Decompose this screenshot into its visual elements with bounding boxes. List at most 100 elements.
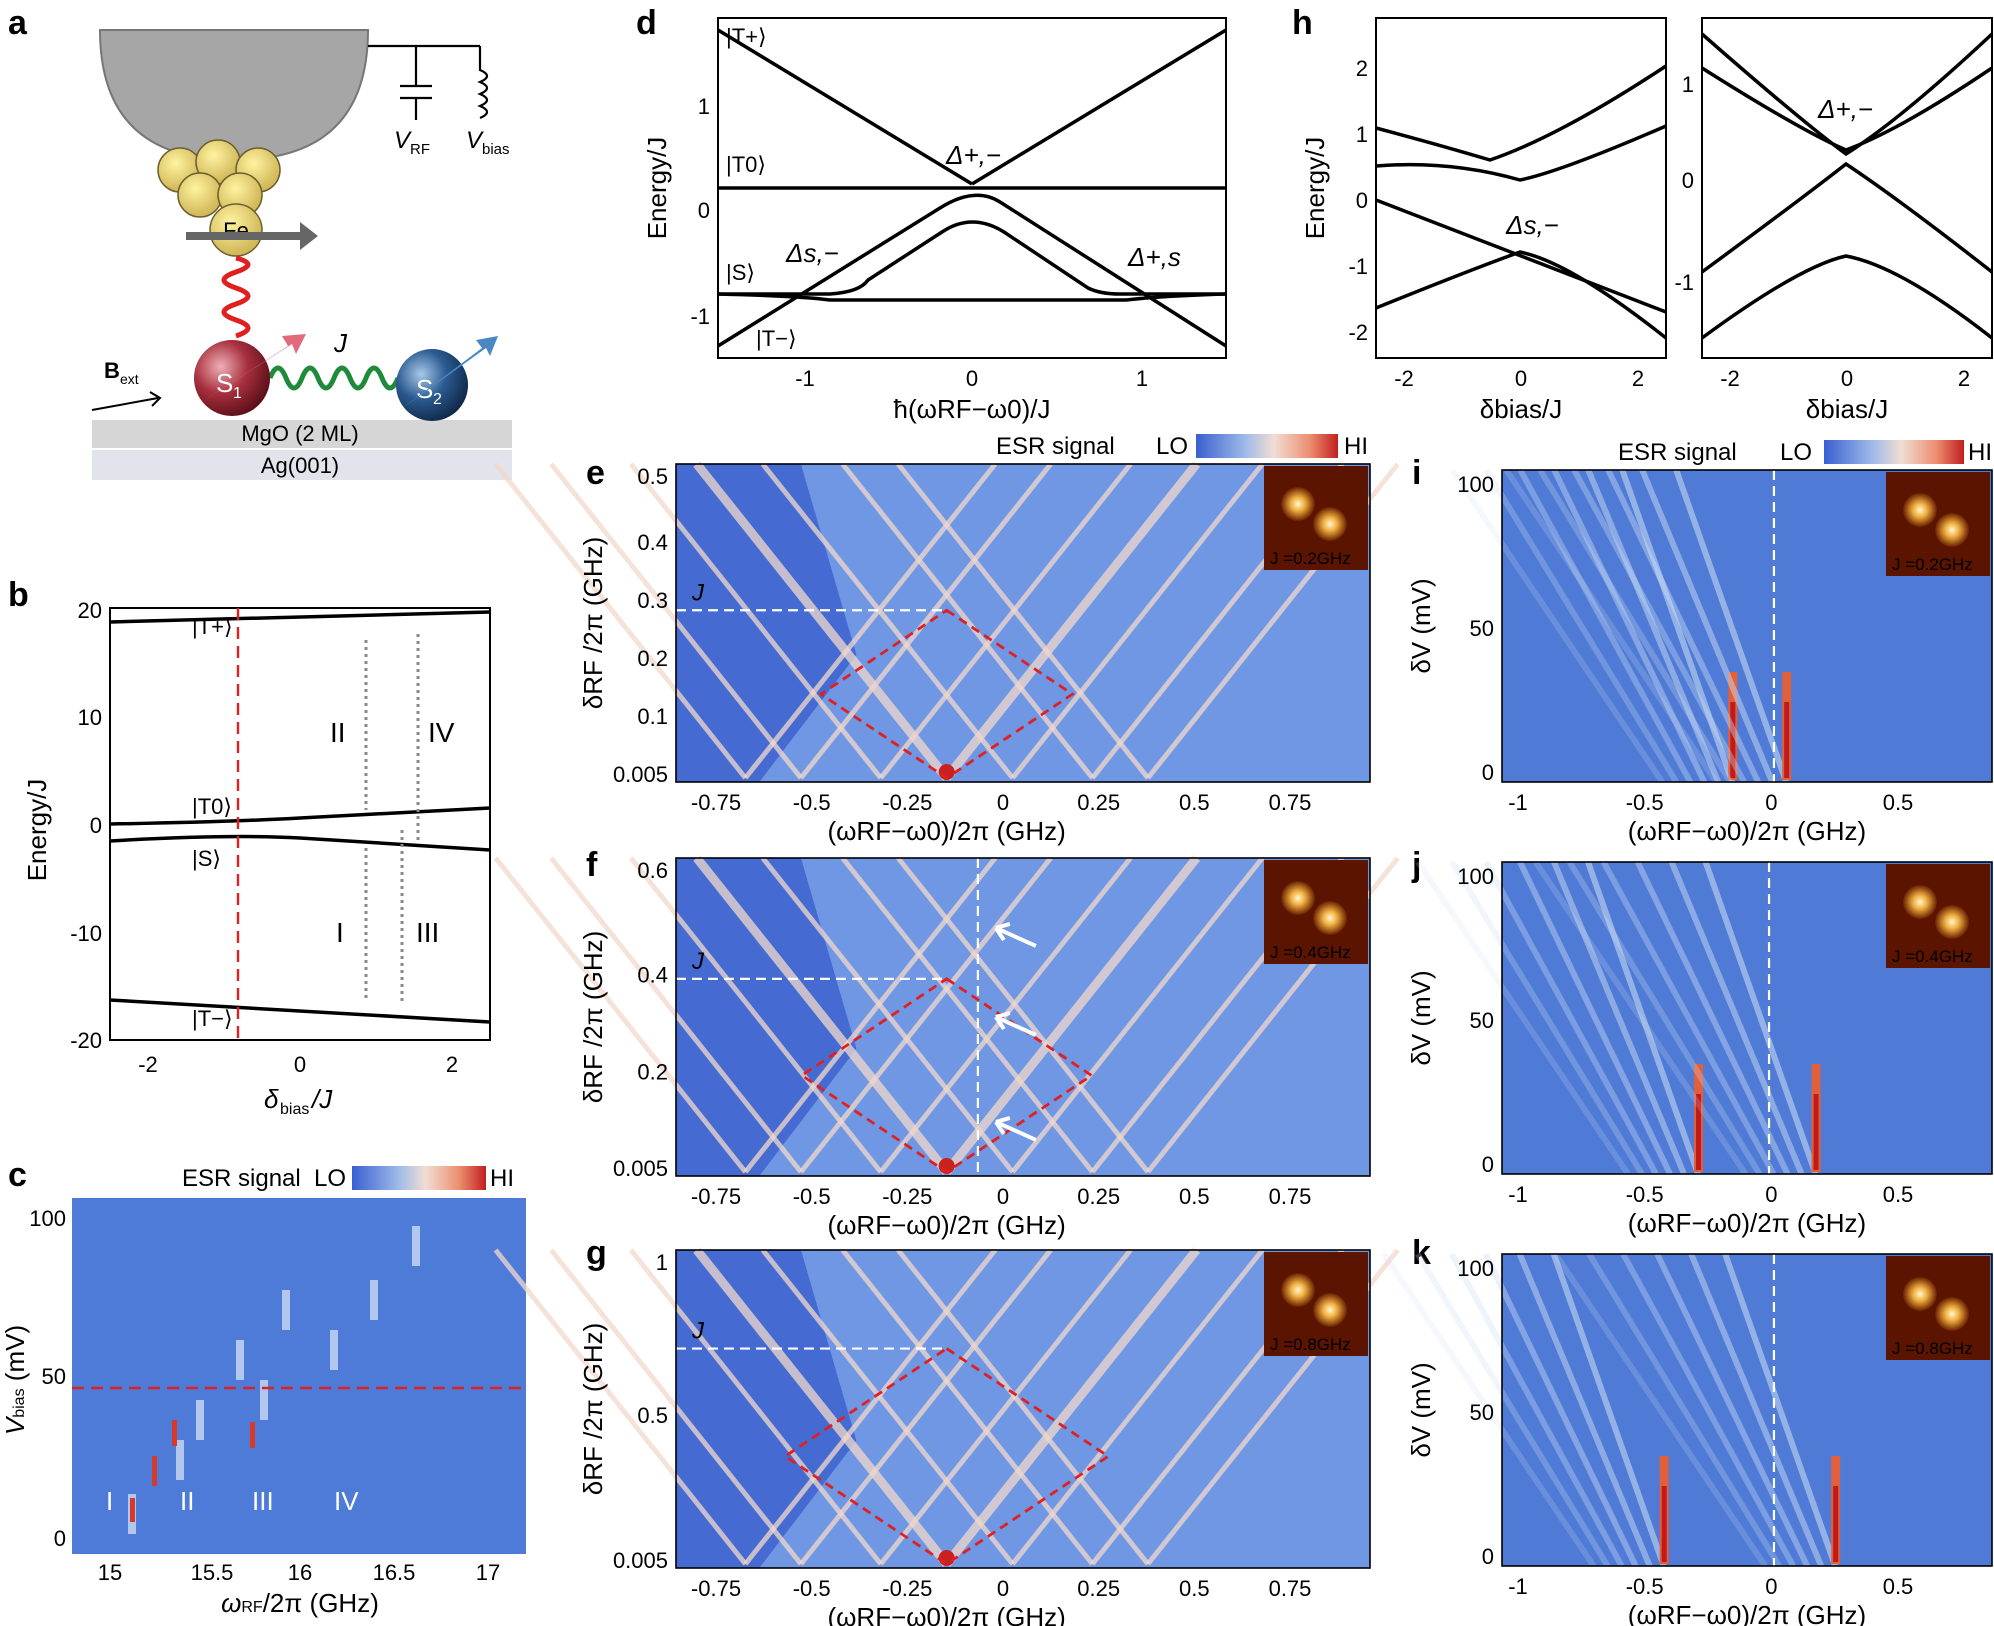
panel_e-diamond [818,608,1075,780]
svg-text:LO: LO [1156,433,1188,460]
panel_f-xlabel: (ωRF−ω0)/2π (GHz) [827,1210,1065,1240]
h-gap-s-minus: Δs,− [1505,210,1559,240]
adatom-icon [1281,1273,1315,1307]
panel_j-band [1415,860,1631,1176]
panel_f-frame [675,857,1371,1177]
panel_f-map: J J =0.4GHz 0.6 0.4 0.2 0.005 -0.75 -0.5 -0.25 0 0… [493,855,1400,1240]
panel_g-xtick: -0.75 [691,1576,741,1601]
panel-a-schematic: Fe V RF V bias MgO (2 ML) Ag(001) J S 1 … [91,29,512,480]
panel_e-inset-label: J =0.2GHz [1270,549,1351,568]
svg-text:-10: -10 [70,921,102,946]
panel_f-xtick: -0.75 [691,1184,741,1209]
svg-text:0: 0 [1356,188,1368,213]
panel_f-xtick: 0.5 [1179,1184,1210,1209]
panel_f-ytick: 0.2 [637,1059,668,1084]
panel_i-band [1449,468,1665,784]
s2-label: S [416,374,433,404]
panel-c-lo: LO [314,1165,346,1192]
panel-c-ylabel: Vbias (mV) [0,1325,30,1435]
adatom-icon [1935,905,1969,939]
d-ket-tplus: |T+⟩ [726,24,767,49]
vrf-label: V [394,127,412,154]
panel-b: II IV I III |T+⟩ |T0⟩ |S⟩ |T−⟩ 20 10 0 -… [22,598,491,1118]
s1-sub: 1 [233,385,242,402]
ket-tplus: |T+⟩ [192,614,233,639]
panel_e-ylabel: δRF /2π (GHz) [578,537,608,710]
panel_g-xtick: 0.5 [1179,1576,1210,1601]
panel_j-xtick: 0.5 [1883,1182,1914,1207]
panel_j-xlabel: (ωRF−ω0)/2π (GHz) [1628,1208,1866,1238]
panel_e-band [693,461,951,781]
d-gap-plus-s: Δ+,s [1127,242,1181,272]
panel_e-xtick: 0.5 [1179,790,1210,815]
d-ket-s: |S⟩ [726,260,755,285]
panel-label-f: f [586,846,598,884]
svg-text:HI: HI [1344,433,1368,460]
panel-b-ylabel: Energy/J [22,779,52,882]
panel_g-diamond [782,1346,1111,1566]
panel_e-band [493,462,748,780]
svg-text:0: 0 [698,198,710,223]
panel_i-band [1537,468,1733,784]
s1-label: S [216,368,233,398]
panel_k-band [1449,1252,1625,1568]
panel_k-peak-core [1661,1486,1667,1562]
panel-b-yticks: 20 10 0 -10 -20 [70,598,102,1053]
spin2-arrow-icon [400,336,498,410]
colorbar-i: ESR signal LO HI [1618,439,1992,466]
svg-text:1: 1 [1356,122,1368,147]
panel-c-xticks: 15 15.5 16 16.5 17 [98,1560,500,1585]
j-label: J [333,328,348,358]
panel_k-ytick: 0 [1482,1544,1494,1569]
panel_g-xtick: -0.5 [793,1576,831,1601]
adatom-icon [1935,1297,1969,1331]
panel_f-j-label: J [691,948,705,975]
svg-text:2: 2 [1356,56,1368,81]
panel_f-ytick: 0.4 [637,963,668,988]
panel_g-band [943,1247,1201,1567]
svg-text:1: 1 [1682,72,1694,97]
panel_e-band [943,461,1201,781]
panel-c-xlabel: ωRF/2π (GHz) [221,1588,379,1618]
panel_i-xtick: 0 [1765,790,1777,815]
panel-label-e: e [586,454,605,492]
panel-h-left-xlabel: δbias/J [1480,394,1562,424]
h-right-line3 [1700,161,1994,274]
s2-sub: 2 [433,391,442,408]
panel_k-ytick: 50 [1470,1400,1494,1425]
svg-text:-1: -1 [795,366,815,391]
panel_i-inset-label: J =0.2GHz [1892,555,1973,574]
stm-tip-icon [98,29,370,162]
panel_g-xlabel: (ωRF−ω0)/2π (GHz) [827,1602,1065,1626]
panel_e-j-label: J [691,579,705,606]
panel_g-dark-region [676,1250,857,1568]
panel_g-band [743,1248,998,1566]
panel_f-dark-region [676,858,857,1176]
spin1-atom-icon [194,340,270,416]
panel_k-inset-label: J =0.8GHz [1892,1339,1973,1358]
panel_j-peak-core [1696,1094,1701,1170]
transition-i: I [336,917,344,948]
svg-text:10: 10 [78,705,102,730]
vbias-label: V [466,127,484,154]
panel_f-xtick: 0 [997,1184,1009,1209]
adatom-icon [1903,885,1937,919]
panel_k-map: J =0.8GHz 100 50 0 -1 -0.5 0 0.5 (ωRF−ω0)/2π (GH… [1381,1252,1993,1626]
tip-atom-icon [177,172,223,218]
maps-ijk: J =0.2GHz 100 50 0 -1 -0.5 0 0.5 (ωRF−ω0)/2π (GH… [1381,468,1993,1626]
panel_f-xtick: 0.25 [1077,1184,1120,1209]
panel_e-xtick: -0.75 [691,790,741,815]
panel_e-ytick: 0.2 [637,646,668,671]
svg-text:17: 17 [476,1560,500,1585]
transition-iv: IV [428,717,455,748]
svg-text:15: 15 [98,1560,122,1585]
panel_k-ytick: 100 [1457,1256,1494,1281]
panel_f-inset-label: J =0.4GHz [1270,943,1351,962]
tip-spin-arrow-icon [186,222,318,250]
transition-arrows [364,634,420,1002]
bext-sub: ext [120,371,139,387]
panel_g-xtick: 0.25 [1077,1576,1120,1601]
panel_i-ytick: 50 [1470,616,1494,641]
panel_g-inset-label: J =0.8GHz [1270,1335,1351,1354]
h-left-line2 [1375,198,1667,314]
